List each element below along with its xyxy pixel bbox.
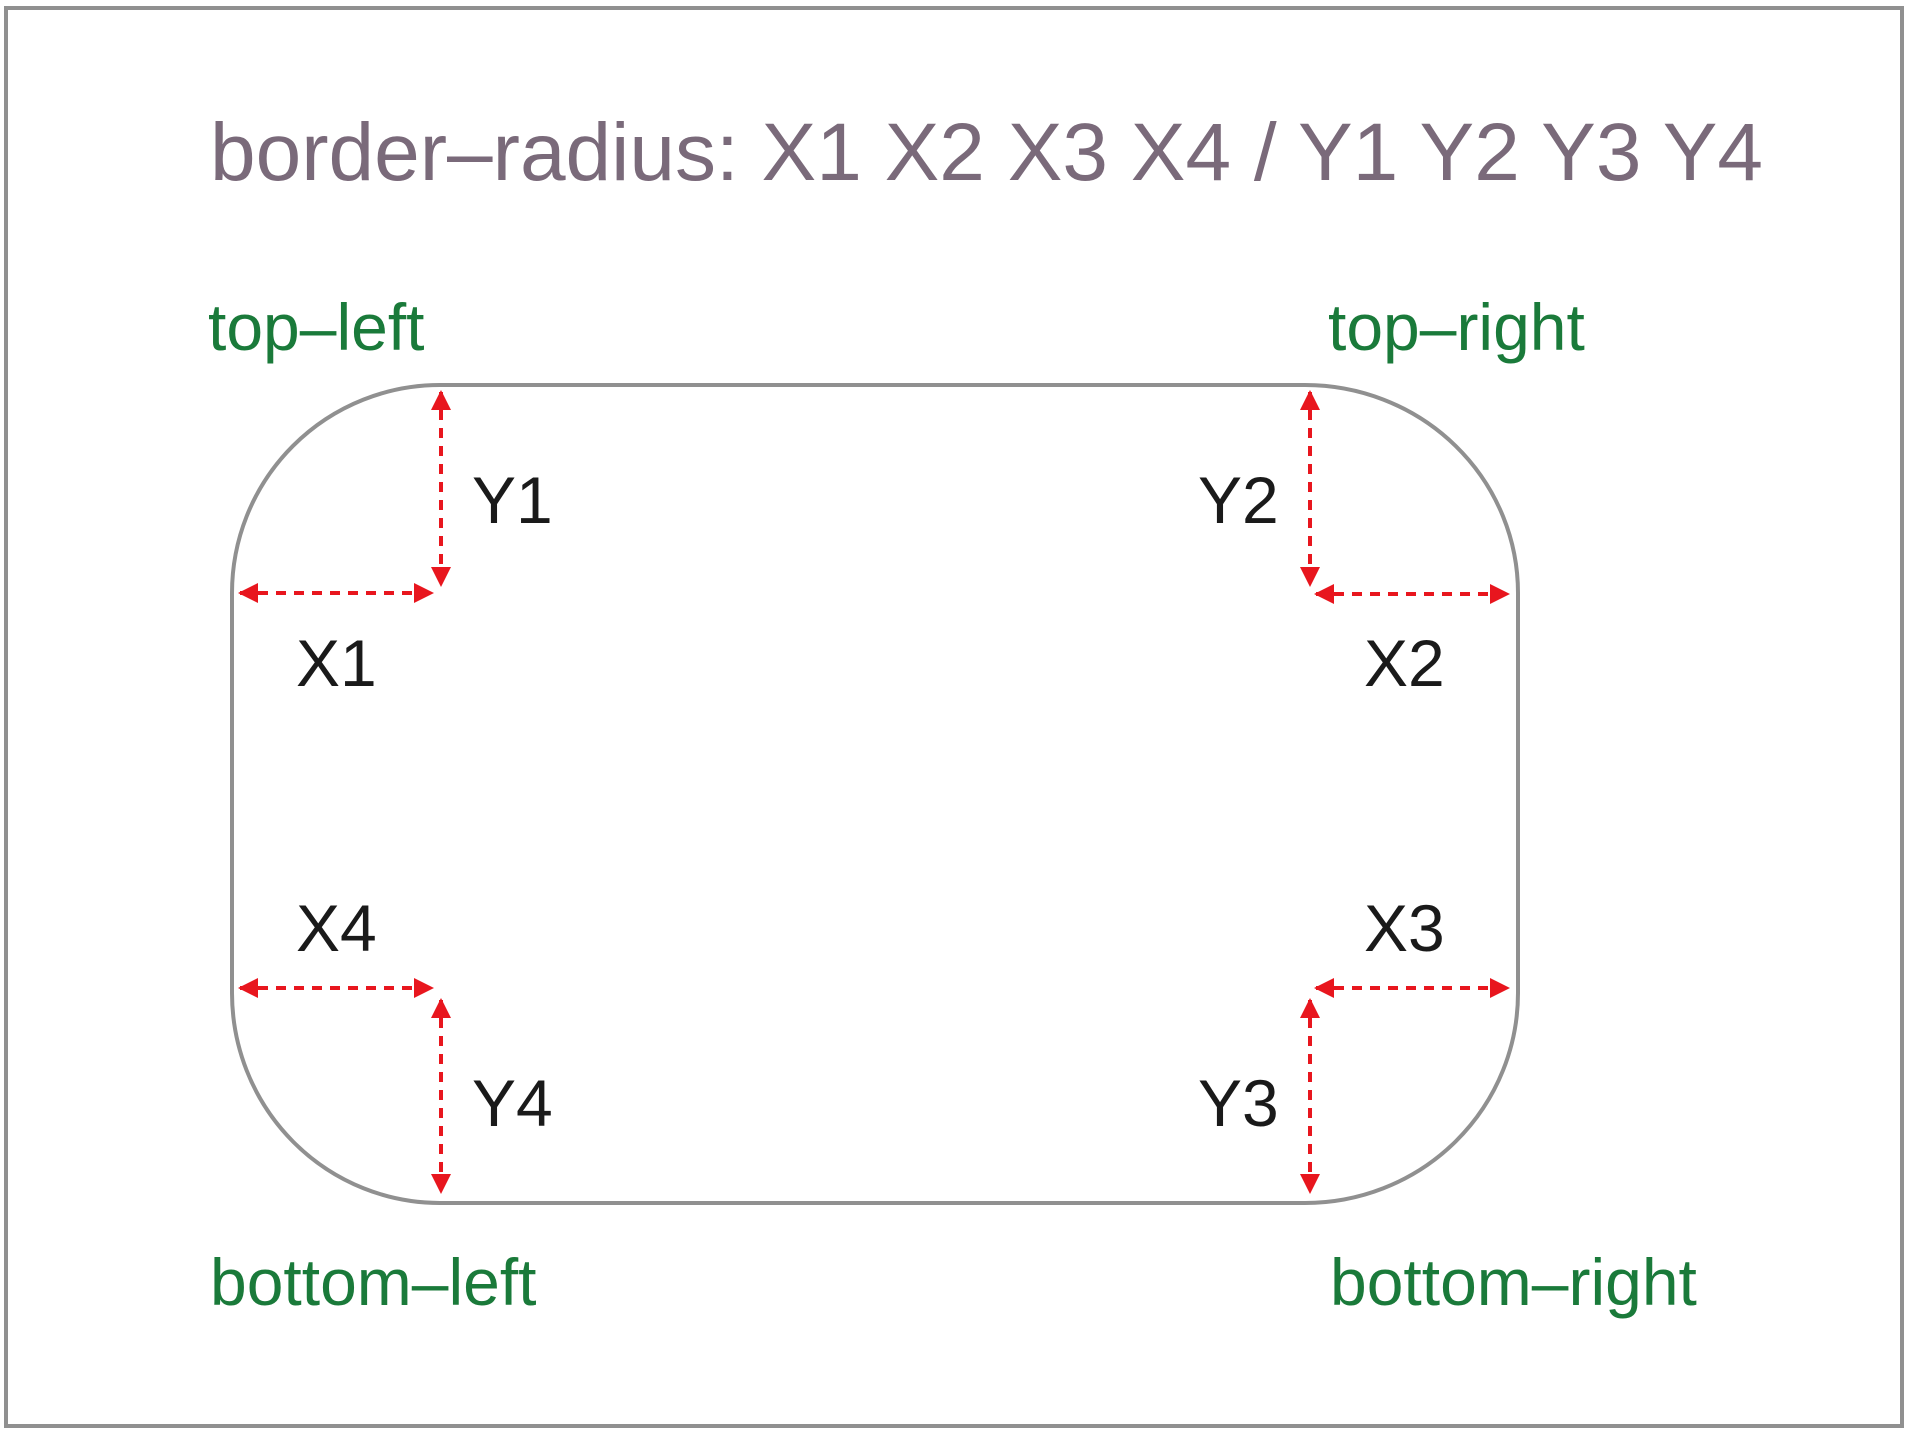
- label-top-left: top–left: [208, 290, 425, 364]
- label-bottom-left: bottom–left: [210, 1245, 537, 1319]
- label-top-right: top–right: [1328, 290, 1585, 364]
- label-bottom-right: bottom–right: [1330, 1245, 1697, 1319]
- rounded-box-outline: [230, 383, 1520, 1205]
- label-y1: Y1: [472, 463, 553, 537]
- label-y4: Y4: [472, 1066, 553, 1140]
- label-x3: X3: [1364, 891, 1445, 965]
- label-x1: X1: [296, 626, 377, 700]
- label-x2: X2: [1364, 626, 1445, 700]
- label-y3: Y3: [1198, 1066, 1279, 1140]
- outer-frame: [4, 6, 1904, 1428]
- diagram-title: border–radius: X1 X2 X3 X4 / Y1 Y2 Y3 Y4: [210, 107, 1763, 198]
- label-y2: Y2: [1198, 463, 1279, 537]
- label-x4: X4: [296, 891, 377, 965]
